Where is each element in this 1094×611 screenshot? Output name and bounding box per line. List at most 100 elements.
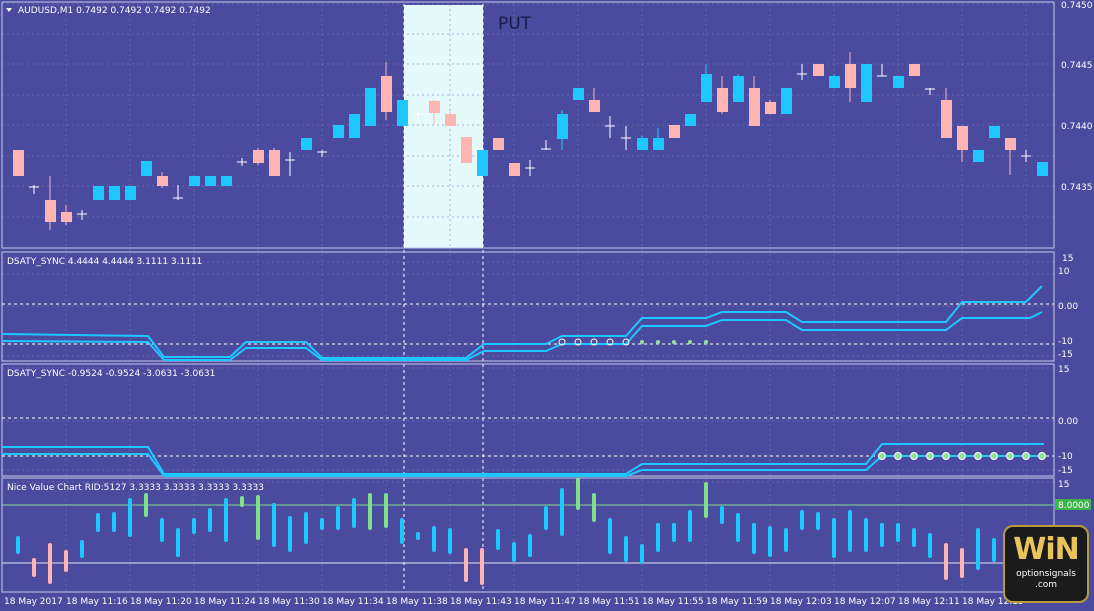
signal-dot — [672, 340, 676, 344]
y-tick-p2-2: 0.00 — [1058, 302, 1078, 312]
x-tick: 18 May 12:11 — [898, 597, 960, 607]
bull-candle — [861, 64, 872, 102]
y-tick-p3-1: 0.00 — [1058, 417, 1078, 427]
bull-candle — [1037, 162, 1048, 176]
bear-candle — [253, 150, 264, 163]
bear-candle — [13, 150, 24, 176]
logo-tld: .com — [1034, 580, 1058, 590]
signal-dot — [926, 452, 934, 460]
bull-candle — [893, 76, 904, 88]
win-optionsignals-logo: WiN optionsignals .com — [1003, 525, 1089, 603]
bull-candle — [653, 138, 664, 150]
bull-candle — [205, 176, 216, 186]
x-tick: 18 May 11:43 — [450, 597, 512, 607]
signal-ring — [574, 338, 582, 346]
x-tick: 18 May 11:51 — [578, 597, 640, 607]
signal-dot — [958, 452, 966, 460]
y-tick-p2-1: 10 — [1058, 267, 1070, 277]
y-tick-p3-3: -15 — [1058, 466, 1073, 476]
bear-candle — [445, 114, 456, 126]
bear-candle — [493, 138, 504, 150]
signal-dot — [990, 452, 998, 460]
level-badge: 8.0000 — [1058, 501, 1090, 511]
bull-candle — [477, 150, 488, 176]
bull-candle — [141, 161, 152, 176]
x-tick: 18 May 11:59 — [706, 597, 768, 607]
bull-candle — [557, 114, 568, 139]
bull-candle — [397, 100, 408, 126]
bear-candle — [509, 163, 520, 176]
bear-candle — [429, 101, 440, 113]
signal-dot — [1038, 452, 1046, 460]
bull-candle — [221, 176, 232, 186]
signal-ring — [606, 338, 614, 346]
signal-ring — [622, 338, 630, 346]
bear-candle — [669, 125, 680, 138]
bull-candle — [973, 150, 984, 162]
logo-brand: WiN — [1013, 532, 1079, 567]
y-tick-p4-0: 15 — [1058, 480, 1069, 490]
level-badge-bg — [1055, 499, 1091, 510]
bull-candle — [189, 176, 200, 186]
y-tick-p3-2: -10 — [1058, 452, 1073, 462]
sync-lines-pane-2 — [1, 285, 1043, 361]
signal-dot — [704, 340, 708, 344]
bear-candle — [461, 137, 472, 163]
bear-candle — [269, 150, 280, 176]
x-tick: 18 May 12:03 — [770, 597, 832, 607]
value-chart-bars — [16, 478, 1012, 585]
x-tick: 18 May 11:20 — [130, 597, 192, 607]
bear-candle — [157, 176, 168, 186]
x-tick: 18 May 11:16 — [66, 597, 128, 607]
put-signal-highlight — [404, 5, 483, 248]
pane2-title: DSATY_SYNC 4.4444 4.4444 3.1111 3.1111 — [7, 257, 202, 267]
bull-candle — [685, 114, 696, 126]
bull-candle — [365, 88, 376, 126]
bear-candle — [957, 126, 968, 150]
bull-candle — [781, 88, 792, 114]
x-tick: 18 May 11:30 — [258, 597, 320, 607]
y-tick-price-0: 0.7450 — [1061, 1, 1093, 11]
bear-candle — [45, 200, 56, 222]
y-tick-price-2: 0.7440 — [1061, 122, 1093, 132]
bull-candle — [637, 138, 648, 150]
logo-site: optionsignals — [1016, 569, 1076, 579]
pane4-title: Nice Value Chart RID:5127 3.3333 3.3333 … — [7, 483, 264, 493]
bear-candle — [381, 76, 392, 112]
sync-line — [1, 311, 1043, 361]
pane-frame — [1, 1, 1055, 249]
signal-dot — [640, 340, 644, 344]
signal-dot — [656, 340, 660, 344]
signal-ring — [590, 338, 598, 346]
signal-dot — [894, 452, 902, 460]
sync-lines-pane-3 — [2, 443, 1046, 477]
x-tick: 18 May 11:47 — [514, 597, 576, 607]
signal-ring — [558, 338, 566, 346]
bull-candle — [109, 186, 120, 200]
main-pane-title: AUDUSD,M1 0.7492 0.7492 0.7492 0.7492 — [18, 6, 211, 16]
sync-line — [2, 443, 1044, 475]
put-signal-label: PUT — [498, 14, 532, 34]
bull-candle — [989, 126, 1000, 138]
bull-candle — [701, 74, 712, 102]
menu-chevron-icon[interactable] — [6, 8, 12, 12]
bear-candle — [589, 100, 600, 112]
y-tick-p2-4: -15 — [1058, 350, 1073, 360]
signal-dot — [942, 452, 950, 460]
sync-line — [1, 285, 1043, 359]
bull-candle — [125, 186, 136, 200]
bear-candle — [813, 64, 824, 76]
bull-candle — [301, 138, 312, 150]
pane-frame — [1, 251, 1055, 362]
y-tick-p3-0: 15 — [1058, 365, 1069, 375]
y-tick-p2-3: -10 — [1058, 337, 1073, 347]
y-tick-p2-0: 15 — [1062, 254, 1073, 264]
bear-candle — [845, 64, 856, 88]
bull-candle — [829, 76, 840, 88]
signal-dot — [910, 452, 918, 460]
bear-candle — [717, 88, 728, 112]
chart-grid — [2, 3, 1054, 592]
pane-frames — [1, 1, 1055, 593]
x-tick: 18 May 12:07 — [834, 597, 896, 607]
